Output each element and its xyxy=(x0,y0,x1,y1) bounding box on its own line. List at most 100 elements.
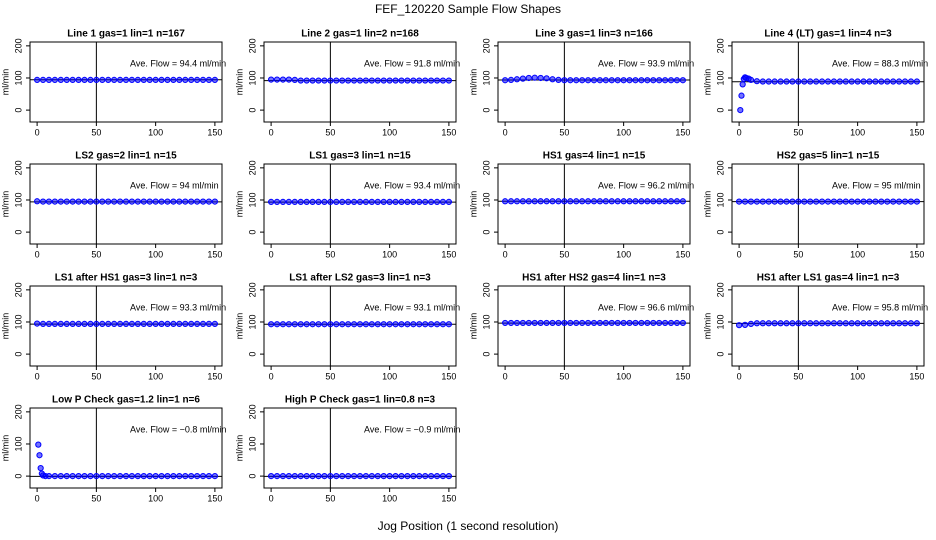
y-axis-label: ml/min xyxy=(468,191,478,218)
point xyxy=(866,198,873,205)
point xyxy=(590,319,598,327)
point xyxy=(747,76,755,84)
point xyxy=(901,198,909,205)
point xyxy=(608,319,615,327)
point xyxy=(380,321,387,328)
point xyxy=(398,77,405,84)
point xyxy=(590,77,598,84)
point xyxy=(69,320,76,328)
point xyxy=(116,76,124,84)
point xyxy=(783,198,790,205)
point xyxy=(182,198,189,205)
point xyxy=(279,76,287,83)
point xyxy=(525,198,532,205)
y-tick-label: 200 xyxy=(481,38,491,53)
point xyxy=(57,320,64,328)
point xyxy=(519,75,526,82)
point xyxy=(836,78,843,85)
point xyxy=(679,198,686,205)
point xyxy=(392,473,399,480)
point xyxy=(890,198,897,205)
point xyxy=(69,76,76,84)
x-tick-label: 50 xyxy=(793,127,803,137)
point xyxy=(901,320,909,327)
plot-frame xyxy=(29,163,223,245)
y-tick-label: 0 xyxy=(13,108,23,113)
point xyxy=(345,321,352,328)
point xyxy=(345,198,352,206)
point xyxy=(75,198,82,205)
point xyxy=(573,77,580,84)
point xyxy=(771,78,778,85)
y-tick-label: 100 xyxy=(13,314,23,329)
point xyxy=(579,198,586,205)
point xyxy=(771,198,778,205)
y-tick-label: 0 xyxy=(481,352,491,357)
point xyxy=(182,76,189,84)
point xyxy=(608,77,615,84)
y-tick-label: 0 xyxy=(247,352,257,357)
point xyxy=(211,320,218,328)
point xyxy=(315,321,322,328)
panel: Line 3 gas=1 lin=3 n=166 0 50 100 150 0 100 200… xyxy=(468,29,694,138)
point xyxy=(890,78,897,85)
point xyxy=(830,198,838,205)
point xyxy=(813,198,820,205)
point xyxy=(81,473,88,480)
point xyxy=(285,76,292,83)
point xyxy=(632,198,639,205)
annotation: Ave. Flow = 93.4 ml/min xyxy=(364,180,460,190)
x-tick-label: 100 xyxy=(616,127,631,137)
point xyxy=(273,473,281,480)
point xyxy=(513,319,521,327)
point xyxy=(433,77,441,84)
point xyxy=(128,198,136,205)
point xyxy=(194,198,201,205)
point xyxy=(801,320,808,327)
point xyxy=(182,473,189,480)
x-tick-label: 0 xyxy=(737,371,742,381)
plot-frame xyxy=(263,41,457,123)
point xyxy=(285,198,292,206)
point xyxy=(759,78,766,85)
point xyxy=(164,320,171,328)
annotation: Ave. Flow = 93.3 ml/min xyxy=(130,302,226,312)
point xyxy=(673,77,681,84)
x-tick-label: 0 xyxy=(35,493,40,503)
point xyxy=(392,77,399,84)
point xyxy=(531,319,538,327)
point xyxy=(807,198,814,205)
point xyxy=(860,320,867,327)
x-tick-label: 50 xyxy=(91,127,101,137)
point xyxy=(362,198,370,206)
point xyxy=(549,76,556,83)
point xyxy=(309,198,316,206)
point xyxy=(37,464,44,472)
x-tick-label: 150 xyxy=(207,127,222,137)
point xyxy=(525,74,532,82)
point xyxy=(410,198,417,206)
y-tick-label: 0 xyxy=(481,108,491,113)
point xyxy=(736,198,743,205)
point xyxy=(327,473,334,480)
x-tick-label: 150 xyxy=(207,249,222,259)
point xyxy=(122,76,130,84)
point xyxy=(638,198,645,205)
point xyxy=(170,320,177,328)
point xyxy=(321,77,328,84)
point xyxy=(502,77,509,84)
point xyxy=(439,321,447,328)
point xyxy=(350,473,358,480)
point xyxy=(896,78,903,85)
point xyxy=(368,77,375,84)
point xyxy=(134,473,141,480)
y-axis-label: ml/min xyxy=(0,191,10,218)
point xyxy=(913,320,920,327)
point xyxy=(34,198,41,205)
point xyxy=(404,77,411,84)
point xyxy=(205,76,213,84)
point xyxy=(795,78,802,85)
x-tick-label: 0 xyxy=(737,127,742,137)
point xyxy=(638,77,645,84)
point xyxy=(140,76,147,84)
